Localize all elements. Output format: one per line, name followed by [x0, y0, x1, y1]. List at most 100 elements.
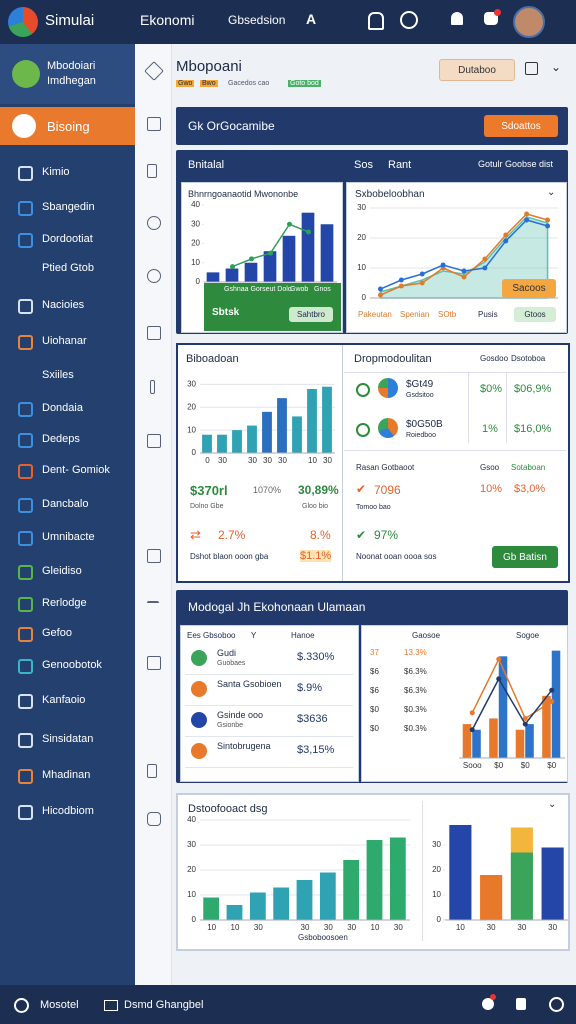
icon[interactable] — [147, 656, 161, 670]
menu-item[interactable]: Nacioies — [42, 299, 85, 311]
point — [524, 217, 530, 223]
point — [461, 274, 467, 280]
menu[interactable]: Gbsedsion — [228, 13, 286, 27]
bell-icon[interactable] — [451, 12, 463, 25]
menu-item[interactable]: Mhadinan — [42, 769, 91, 781]
icon[interactable] — [147, 434, 161, 448]
icon[interactable] — [147, 216, 161, 230]
x-tick-label: 30 — [278, 456, 287, 465]
panel-title: Bnitalal — [188, 159, 225, 171]
banner-title: Gk OrGocamibe — [188, 119, 275, 133]
radio[interactable] — [356, 423, 370, 437]
row-val: $.330% — [297, 651, 335, 663]
menu-item[interactable]: Rerlodge — [42, 597, 87, 609]
menu-icon — [18, 166, 33, 181]
icon[interactable] — [147, 812, 161, 826]
row-val: $3636 — [297, 713, 328, 725]
point — [249, 256, 254, 262]
strip-label: Gwob — [290, 286, 309, 293]
menu-item[interactable]: Dedeps — [42, 433, 80, 445]
chart: Sooo $0 $0 $0 — [459, 650, 565, 770]
x-tick-label: 10 — [231, 923, 240, 932]
point — [522, 721, 528, 727]
radio[interactable] — [356, 383, 370, 397]
menu-item[interactable]: Genoobotok — [42, 659, 102, 671]
action-button[interactable]: Gb Batisn — [492, 546, 558, 568]
row-pct: 10% — [480, 483, 503, 495]
chart-button[interactable]: Sacoos — [502, 279, 556, 298]
profile[interactable]: Mbodoiari Imdhegan — [0, 44, 135, 104]
bar — [244, 262, 258, 282]
icon[interactable] — [147, 549, 161, 563]
icon[interactable] — [147, 601, 159, 615]
point — [496, 676, 502, 682]
menu-item[interactable]: Gefoo — [42, 627, 72, 639]
menu-item[interactable]: Sxiiles — [42, 369, 74, 381]
x-tick-label: 10 — [308, 456, 317, 465]
icon[interactable] — [150, 380, 155, 394]
icon[interactable] — [516, 998, 526, 1010]
menu-letter[interactable]: A — [306, 11, 317, 27]
tab[interactable]: Rant — [388, 159, 412, 171]
bar — [296, 880, 313, 920]
icon[interactable] — [147, 117, 161, 131]
icon[interactable] — [147, 164, 157, 178]
row-val: $16,0% — [514, 423, 552, 435]
icon[interactable] — [482, 998, 494, 1010]
tab[interactable]: Sos — [354, 159, 373, 171]
icon[interactable] — [549, 997, 564, 1012]
point — [377, 286, 383, 292]
menu-item[interactable]: Kanfaoio — [42, 694, 86, 706]
menu-item[interactable]: Hicodbiom — [42, 805, 94, 817]
y-tick-label: 30 — [357, 203, 366, 212]
icon[interactable] — [147, 326, 161, 340]
bar — [472, 729, 481, 758]
menu-item[interactable]: Ptied Gtob — [42, 262, 94, 274]
chevron[interactable]: ⌄ — [551, 60, 562, 74]
menu-item[interactable]: Dondaia — [42, 402, 83, 414]
action-button[interactable]: Gtoos — [514, 307, 556, 322]
menu-item[interactable]: Umnibacte — [42, 531, 95, 543]
menu-item[interactable]: Dordootiat — [42, 233, 93, 245]
icon[interactable] — [368, 12, 384, 30]
y-tick-label: 10 — [187, 890, 196, 899]
table-head: Hanoe — [291, 631, 315, 640]
menu-item[interactable]: Sbangedin — [42, 201, 95, 213]
icon[interactable] — [144, 61, 164, 81]
divider — [342, 345, 343, 581]
icon[interactable] — [525, 62, 538, 75]
app-title[interactable]: Ekonomi — [140, 12, 195, 28]
menu-item[interactable]: Uiohanar — [42, 335, 87, 347]
menu-item[interactable]: Dent- Gomiok — [42, 464, 110, 476]
chart-title: Biboadoan — [186, 353, 239, 365]
strip-button[interactable]: Sahtbro — [289, 307, 333, 322]
icon[interactable] — [400, 11, 418, 29]
chart-head: Gaosoe — [412, 631, 441, 640]
icon[interactable] — [147, 269, 161, 283]
bar — [249, 892, 266, 920]
menu-item[interactable]: Gleidiso — [42, 565, 82, 577]
point — [496, 656, 502, 662]
bar — [389, 837, 406, 920]
avatar[interactable] — [513, 6, 545, 38]
active-label: Bisoing — [47, 119, 90, 134]
chevron[interactable]: ⌄ — [548, 799, 557, 810]
y-tick-label: 0 — [362, 293, 367, 302]
header-button[interactable]: Dutaboo — [439, 59, 515, 81]
y-tick-label: 20 — [187, 865, 196, 874]
y-tick-label: 10 — [357, 263, 366, 272]
menu-item[interactable]: Dancbalo — [42, 498, 89, 510]
icon[interactable] — [104, 1000, 118, 1011]
active-item[interactable]: Bisoing — [0, 107, 135, 145]
line — [471, 677, 553, 731]
menu-item[interactable]: Sinsidatan — [42, 733, 94, 745]
icon[interactable] — [147, 764, 157, 778]
point — [377, 292, 383, 298]
banner-button[interactable]: Sdoattos — [484, 115, 558, 137]
icon[interactable] — [14, 998, 29, 1013]
row-pct: 1% — [482, 423, 498, 435]
chevron[interactable]: ⌄ — [547, 187, 556, 198]
menu-item[interactable]: Kimio — [42, 166, 70, 178]
chart: 0 10 20 30 10 30 30 30 — [432, 825, 568, 932]
row-sub: Noonat ooan oooa sos — [356, 552, 437, 561]
